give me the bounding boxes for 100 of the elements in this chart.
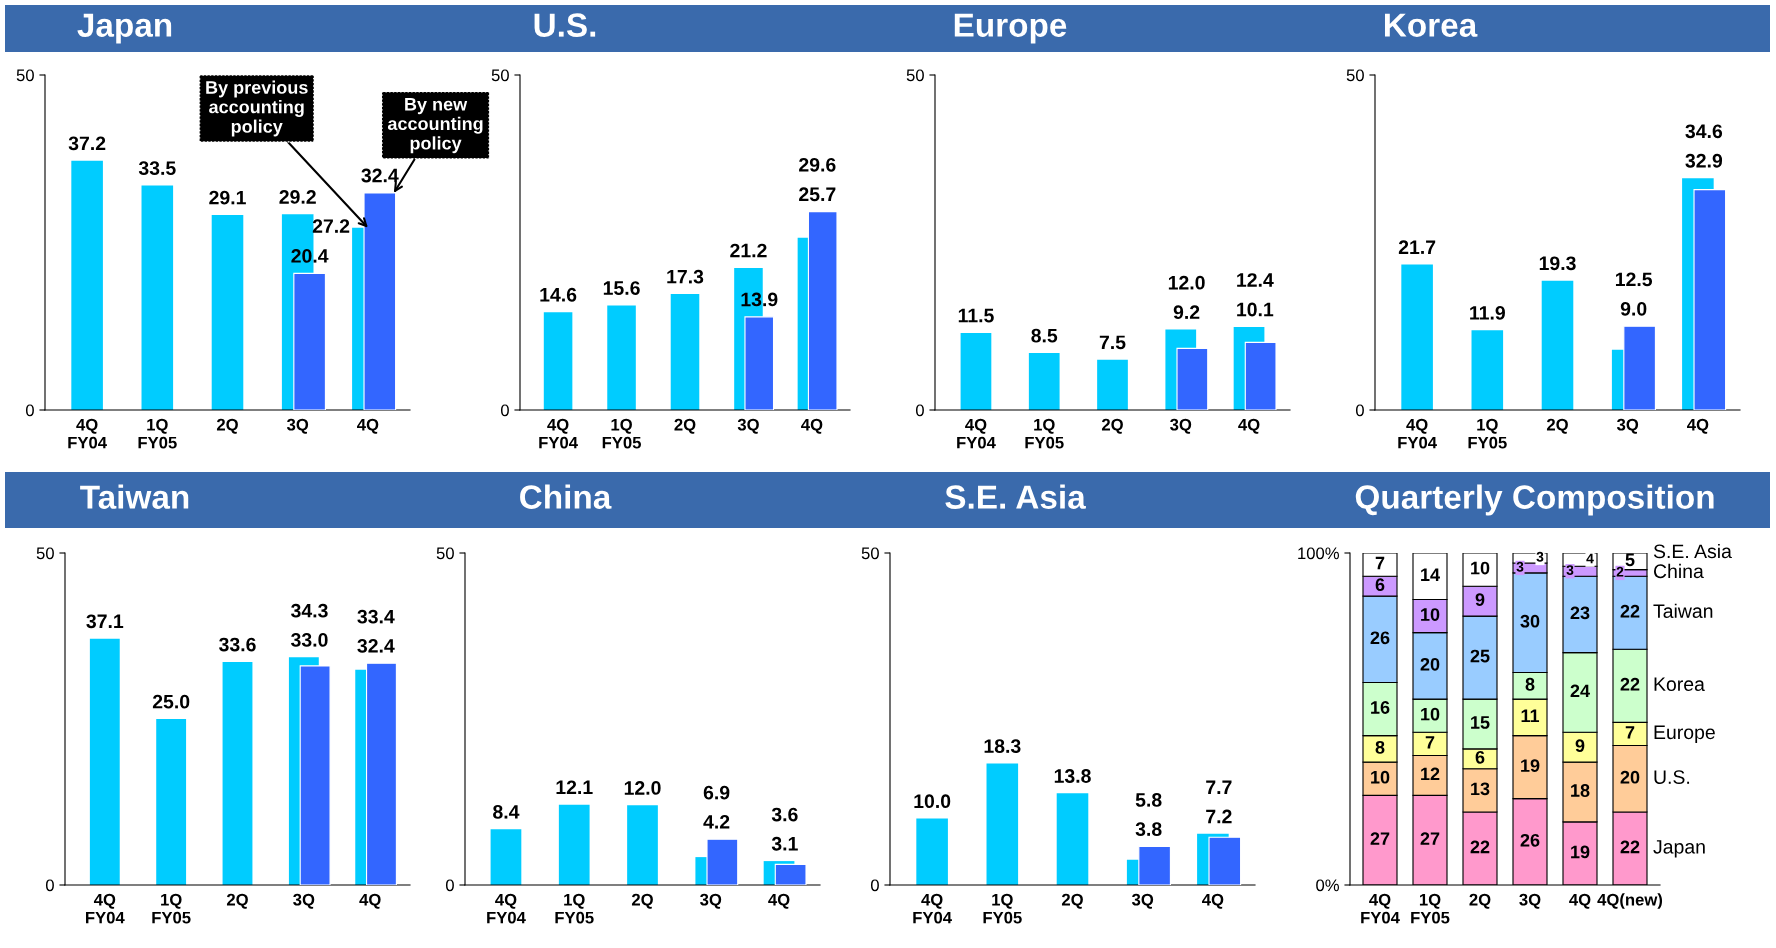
data-label: 15.6 — [603, 281, 640, 295]
data-label: 33.6 — [219, 637, 256, 652]
data-label: 25 — [1470, 649, 1490, 663]
data-label: 24 — [1570, 684, 1590, 698]
bar — [1693, 189, 1727, 410]
data-label: 10 — [1421, 707, 1440, 721]
data-label: 9 — [1575, 739, 1585, 753]
data-label: 13 — [1471, 782, 1490, 796]
y-tick-label: 50 — [491, 69, 509, 82]
bar — [807, 211, 838, 410]
data-label: 26 — [1370, 631, 1390, 645]
x-tick-label: 1Q FY05 — [602, 418, 641, 449]
data-label: 22 — [1620, 604, 1640, 618]
data-label: 25.0 — [152, 694, 190, 709]
data-label: 7 — [1425, 736, 1435, 749]
x-tick-label: 1Q FY05 — [1468, 418, 1507, 449]
x-tick-label: 2Q — [631, 893, 653, 909]
x-tick-label: 3Q — [286, 418, 309, 434]
data-label: 11 — [1521, 709, 1540, 723]
bar — [558, 804, 590, 885]
series-label: U.S. — [1654, 770, 1690, 784]
bar — [960, 332, 992, 410]
x-tick-label: 3Q — [1519, 893, 1541, 909]
data-label: 22 — [1620, 840, 1640, 854]
y-tick-label: 0 — [915, 404, 924, 417]
data-label: 16 — [1371, 701, 1390, 714]
y-tick-label: 0 — [25, 404, 34, 417]
data-label: 10 — [1371, 770, 1390, 784]
data-label: 5 — [1625, 553, 1635, 567]
y-tick-label: 50 — [16, 69, 34, 82]
data-label: 3.8 — [1135, 822, 1162, 837]
x-tick-label: 4Q — [768, 893, 790, 909]
data-label: 7 — [1625, 726, 1635, 739]
data-label: 14.6 — [540, 287, 577, 302]
bar — [986, 763, 1019, 885]
series-label: Europe — [1654, 725, 1715, 743]
x-tick-label: 4Q FY04 — [68, 418, 107, 449]
series-label: Taiwan — [1653, 603, 1713, 618]
x-tick-label: 4Q FY04 — [487, 893, 526, 924]
data-label: 12.0 — [624, 781, 661, 795]
data-label: 12.4 — [1237, 273, 1274, 287]
x-tick-label: 4Q — [801, 418, 823, 434]
x-tick-label: 2Q — [216, 418, 238, 434]
data-label: 13.8 — [1054, 769, 1091, 783]
data-label: 7 — [1375, 556, 1385, 570]
series-label: Korea — [1654, 677, 1705, 692]
chart-title: Taiwan — [80, 484, 189, 509]
data-label: 5.8 — [1135, 793, 1162, 807]
data-label: 10.0 — [914, 794, 951, 809]
data-label: 25.7 — [799, 187, 836, 202]
data-label: 2 — [1616, 566, 1624, 577]
x-tick-label: 4Q FY04 — [957, 418, 996, 449]
chart-title: Japan — [77, 13, 172, 44]
data-label: 4 — [1586, 553, 1594, 564]
data-label: 3.1 — [771, 836, 798, 851]
data-label: 6 — [1475, 750, 1485, 764]
bar — [222, 661, 253, 885]
x-tick-label: 3Q — [1131, 893, 1154, 909]
x-tick-label: 4Q — [357, 418, 379, 434]
x-tick-label: 2Q — [1469, 893, 1491, 909]
x-tick-label: 4Q FY04 — [1398, 418, 1437, 449]
data-label: 32.4 — [357, 638, 395, 653]
bar — [141, 185, 174, 410]
data-label: 20 — [1620, 770, 1640, 784]
data-label: 19.3 — [1539, 256, 1576, 271]
bar — [706, 838, 739, 885]
data-label: 17.3 — [667, 269, 704, 284]
x-tick-label: 4Q(new) — [1597, 893, 1663, 909]
x-tick-label: 4Q — [359, 893, 381, 909]
data-label: 8.4 — [493, 804, 520, 819]
bar — [774, 863, 807, 885]
data-label: 8 — [1375, 740, 1385, 754]
data-label: 29.2 — [279, 190, 316, 204]
data-label: 9 — [1475, 593, 1485, 606]
data-label: 12.0 — [1168, 275, 1205, 290]
bar — [1401, 264, 1433, 410]
y-tick-label: 100% — [1298, 547, 1339, 560]
data-label: 3 — [1536, 551, 1544, 562]
data-label: 7.5 — [1099, 335, 1126, 350]
data-label: 3 — [1516, 561, 1524, 572]
data-label: 29.6 — [799, 157, 836, 172]
annotation: By previous accounting policy — [206, 80, 308, 137]
x-tick-label: 2Q — [1546, 418, 1568, 434]
x-tick-label: 1Q FY05 — [1025, 418, 1064, 449]
data-label: 37.1 — [86, 614, 124, 629]
y-tick-label: 50 — [36, 547, 54, 560]
x-tick-label: 3Q — [700, 893, 722, 909]
data-label: 3 — [1566, 565, 1574, 576]
data-label: 8 — [1525, 677, 1535, 691]
data-label: 6 — [1375, 578, 1385, 592]
data-label: 8.5 — [1031, 328, 1058, 343]
x-tick-label: 4Q — [1202, 893, 1224, 909]
x-tick-label: 1Q FY05 — [983, 893, 1022, 924]
bar — [1541, 280, 1574, 410]
data-label: 9.2 — [1173, 305, 1200, 320]
data-label: 7.2 — [1206, 809, 1232, 824]
bar — [71, 160, 103, 410]
data-label: 26 — [1520, 833, 1540, 847]
x-tick-label: 4Q — [1687, 418, 1709, 434]
bar — [299, 665, 331, 885]
